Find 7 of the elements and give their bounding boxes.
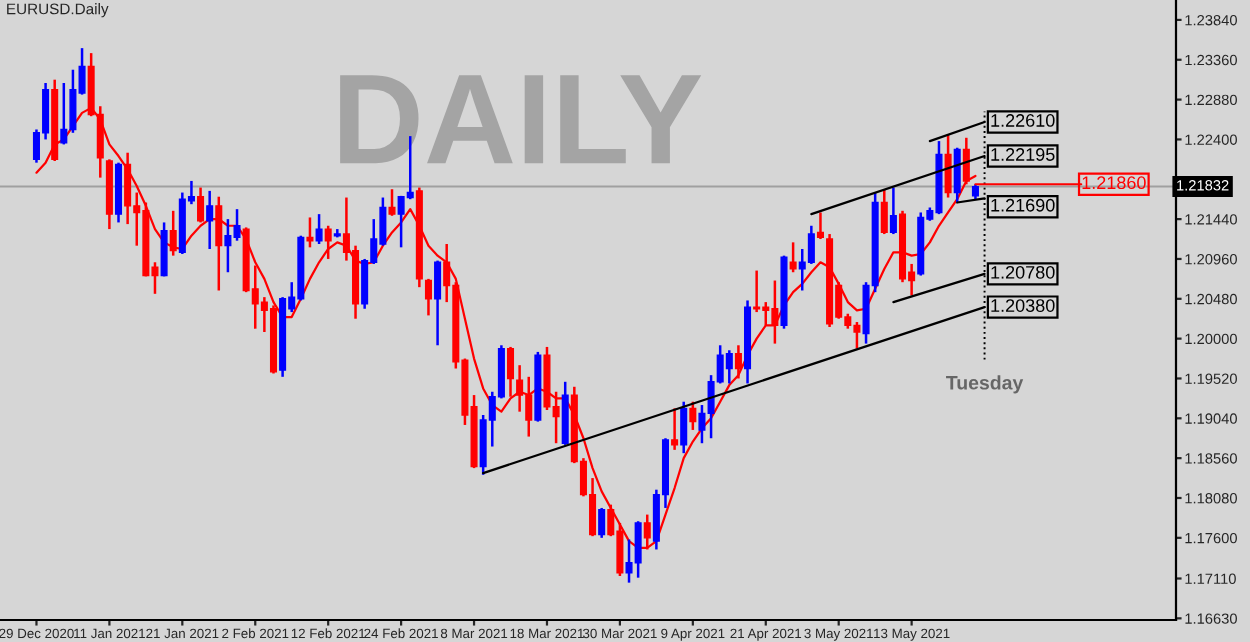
series-label: 1.21690 — [991, 198, 1055, 212]
legend-label: 1.20380 — [991, 299, 1055, 312]
annotation: Tuesday — [946, 375, 1024, 394]
series-label: 1.20780 — [991, 265, 1055, 279]
series-label: 1.21860 — [1082, 176, 1146, 190]
series-label: 1.22610 — [991, 114, 1055, 127]
legend-label: 1.22195 — [991, 148, 1055, 161]
